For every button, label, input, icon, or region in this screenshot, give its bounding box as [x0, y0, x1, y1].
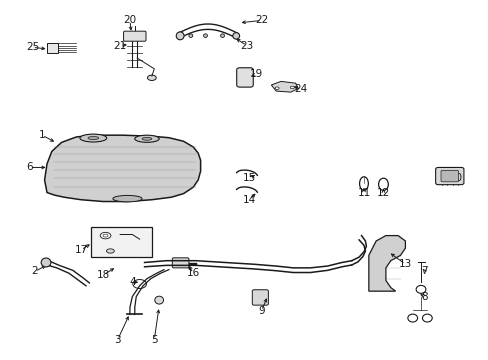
Text: 21: 21 — [113, 41, 126, 50]
Polygon shape — [44, 135, 200, 202]
Text: 25: 25 — [26, 42, 39, 52]
Text: 4: 4 — [129, 277, 135, 287]
FancyBboxPatch shape — [252, 290, 268, 305]
Text: 11: 11 — [357, 188, 370, 198]
Text: 15: 15 — [242, 173, 256, 183]
Text: 2: 2 — [31, 266, 38, 276]
FancyBboxPatch shape — [47, 42, 58, 53]
Text: 17: 17 — [74, 245, 87, 255]
FancyBboxPatch shape — [172, 258, 188, 268]
Ellipse shape — [155, 296, 163, 304]
Text: 13: 13 — [398, 259, 411, 269]
Text: 3: 3 — [114, 334, 121, 345]
Ellipse shape — [176, 32, 183, 40]
Text: 22: 22 — [254, 15, 267, 26]
Ellipse shape — [203, 34, 207, 37]
Text: 16: 16 — [186, 268, 200, 278]
FancyBboxPatch shape — [236, 68, 253, 87]
Ellipse shape — [88, 136, 99, 140]
Ellipse shape — [290, 86, 294, 89]
Ellipse shape — [220, 34, 224, 37]
Ellipse shape — [80, 134, 106, 142]
Polygon shape — [271, 81, 298, 92]
Ellipse shape — [142, 137, 152, 140]
Ellipse shape — [106, 249, 114, 253]
Ellipse shape — [113, 195, 142, 202]
FancyBboxPatch shape — [435, 167, 463, 185]
Ellipse shape — [135, 135, 159, 142]
Text: 18: 18 — [96, 270, 109, 280]
Text: 9: 9 — [258, 306, 264, 316]
Text: 23: 23 — [240, 41, 253, 50]
FancyBboxPatch shape — [91, 226, 152, 257]
Text: 1: 1 — [39, 130, 45, 140]
Ellipse shape — [41, 258, 51, 267]
Polygon shape — [368, 235, 405, 291]
Ellipse shape — [103, 234, 108, 237]
Text: 6: 6 — [26, 162, 33, 172]
Text: 12: 12 — [376, 188, 389, 198]
FancyBboxPatch shape — [123, 31, 146, 41]
FancyBboxPatch shape — [440, 170, 458, 182]
Text: 19: 19 — [249, 69, 263, 79]
Ellipse shape — [188, 34, 192, 37]
Text: 5: 5 — [151, 334, 157, 345]
Ellipse shape — [147, 75, 156, 81]
Text: 7: 7 — [421, 266, 427, 276]
Text: 20: 20 — [123, 15, 136, 26]
Text: 10: 10 — [449, 173, 462, 183]
Text: 24: 24 — [293, 84, 306, 94]
Text: 8: 8 — [421, 292, 427, 302]
Text: 14: 14 — [242, 195, 256, 205]
Ellipse shape — [232, 33, 239, 39]
Ellipse shape — [275, 87, 279, 89]
